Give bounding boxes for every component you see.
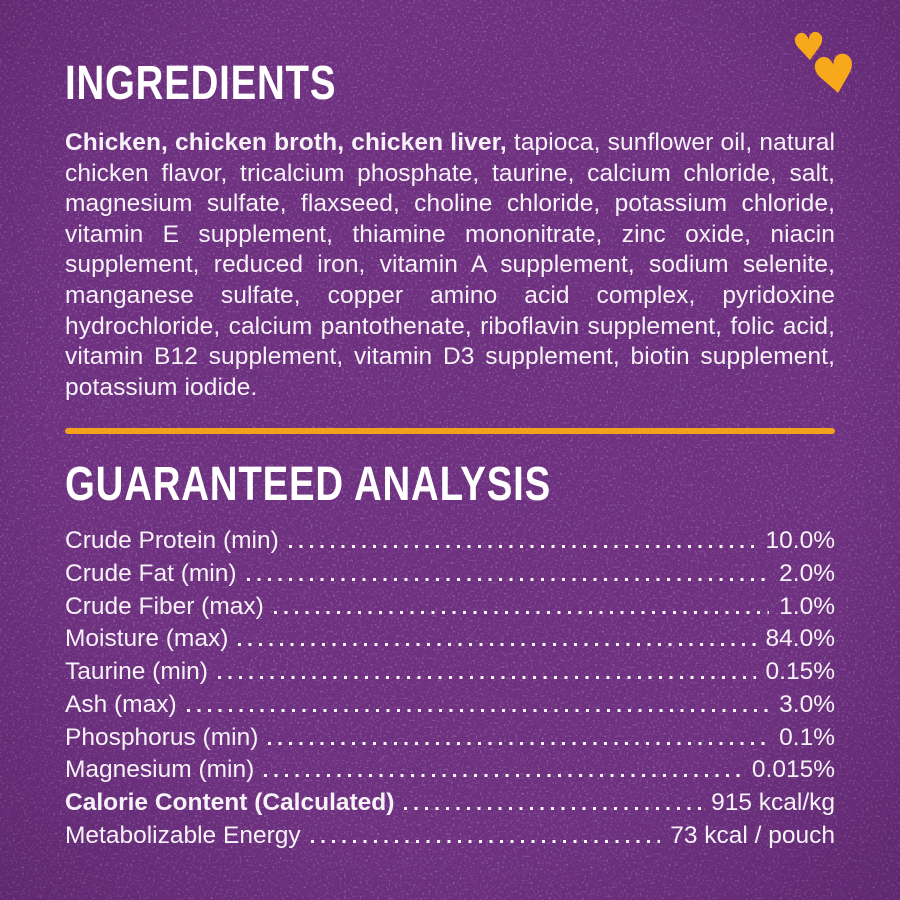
- ingredients-lead-bold: Chicken, chicken broth, chicken liver,: [65, 129, 507, 156]
- table-row: Taurine (min) 0.15%: [65, 656, 835, 689]
- dot-leader: [238, 643, 756, 647]
- table-row: Crude Protein (min) 10.0%: [65, 525, 835, 558]
- dot-leader: [404, 806, 702, 810]
- analysis-label: Metabolizable Energy: [65, 821, 301, 849]
- analysis-label: Ash (max): [65, 690, 177, 718]
- table-row: Magnesium (min) 0.015%: [65, 754, 835, 787]
- dot-leader: [268, 741, 770, 745]
- analysis-value: 2.0%: [779, 560, 835, 588]
- analysis-value: 3.0%: [779, 690, 835, 718]
- dot-leader: [246, 578, 770, 582]
- analysis-value: 1.0%: [779, 592, 835, 620]
- table-row-metabolizable-energy: Metabolizable Energy 73 kcal / pouch: [65, 820, 835, 853]
- analysis-label: Crude Fat (min): [65, 560, 237, 588]
- dot-leader: [186, 708, 770, 712]
- dot-leader: [217, 676, 756, 680]
- analysis-label: Crude Protein (min): [65, 527, 279, 555]
- ingredients-paragraph: Chicken, chicken broth, chicken liver, t…: [65, 128, 835, 403]
- analysis-label: Magnesium (min): [65, 756, 255, 784]
- analysis-value: 73 kcal / pouch: [670, 821, 835, 849]
- analysis-value: 0.015%: [751, 756, 835, 784]
- dot-leader: [288, 545, 756, 549]
- guaranteed-analysis-title: GUARANTEED ANALYSIS: [65, 458, 552, 512]
- analysis-value: 0.1%: [779, 723, 835, 751]
- table-row-calorie-content: Calorie Content (Calculated) 915 kcal/kg: [65, 787, 835, 820]
- analysis-label: Phosphorus (min): [65, 723, 259, 751]
- section-divider: [65, 428, 835, 435]
- analysis-value: 0.15%: [765, 658, 835, 686]
- ingredients-title: INGREDIENTS: [65, 57, 337, 110]
- dot-leader: [264, 774, 742, 778]
- dot-leader: [273, 610, 770, 614]
- analysis-label: Taurine (min): [65, 658, 208, 686]
- dot-leader: [310, 839, 661, 843]
- table-row: Crude Fat (min) 2.0%: [65, 558, 835, 591]
- ingredients-rest: tapioca, sunflower oil, natural chicken …: [65, 129, 835, 401]
- table-row: Moisture (max) 84.0%: [65, 623, 835, 656]
- analysis-value: 915 kcal/kg: [711, 788, 835, 816]
- guaranteed-analysis-table: Crude Protein (min) 10.0% Crude Fat (min…: [65, 525, 835, 852]
- analysis-label: Calorie Content (Calculated): [65, 788, 395, 816]
- table-row: Phosphorus (min) 0.1%: [65, 722, 835, 755]
- analysis-label: Crude Fiber (max): [65, 592, 264, 620]
- analysis-label: Moisture (max): [65, 625, 229, 653]
- analysis-value: 10.0%: [765, 527, 835, 555]
- analysis-value: 84.0%: [765, 625, 835, 653]
- table-row: Crude Fiber (max) 1.0%: [65, 591, 835, 624]
- table-row: Ash (max) 3.0%: [65, 689, 835, 722]
